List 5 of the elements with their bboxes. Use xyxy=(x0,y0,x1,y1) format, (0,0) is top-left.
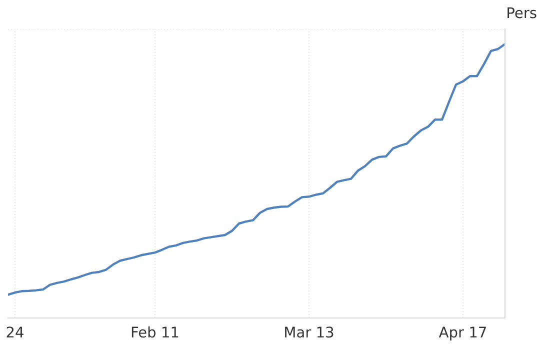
x-tick-label: Apr 17 xyxy=(438,326,486,340)
x-tick-label: Mar 13 xyxy=(285,326,334,338)
x-tick-label: 24 xyxy=(6,326,24,338)
y-axis-title: Pers xyxy=(508,7,536,18)
x-tick-label: Feb 11 xyxy=(132,326,178,338)
